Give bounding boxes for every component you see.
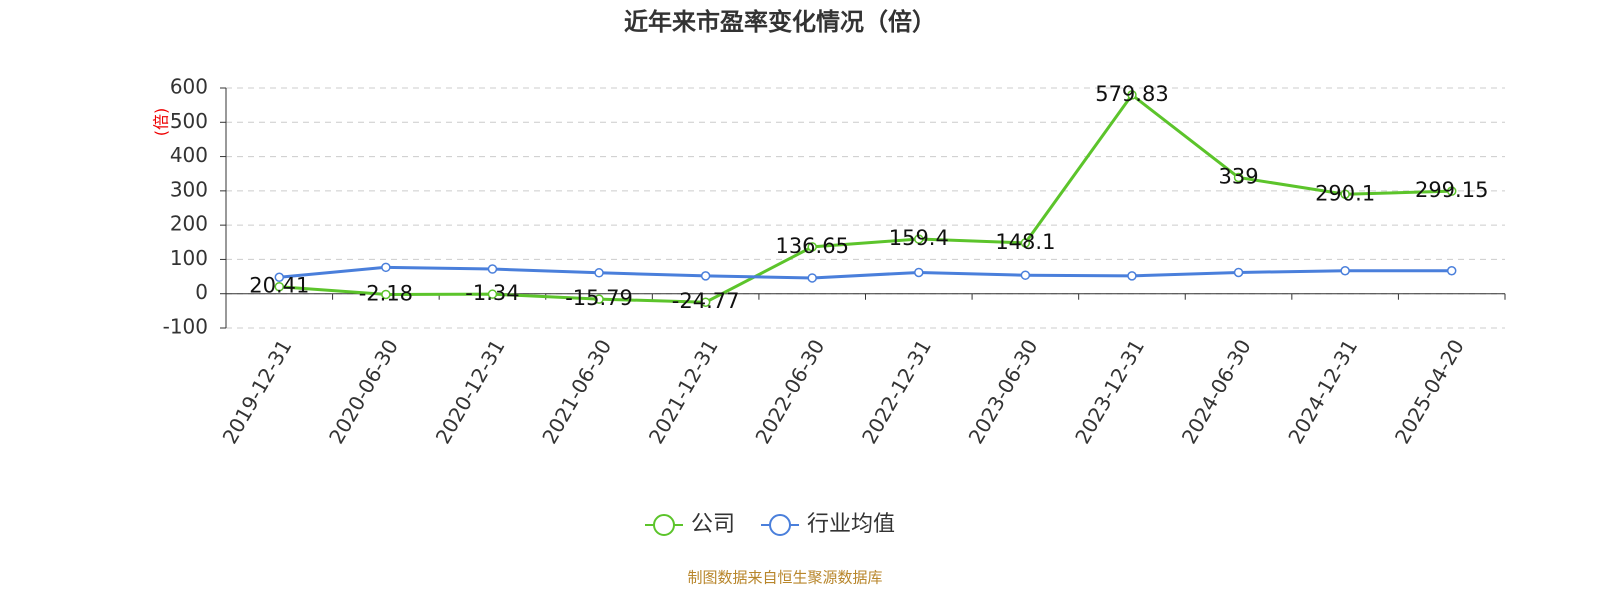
data-point <box>1233 172 1244 183</box>
data-label: 579.83 <box>1095 82 1168 106</box>
data-point <box>1233 267 1244 278</box>
data-label: 136.65 <box>775 234 848 258</box>
data-point <box>1446 186 1457 196</box>
y-tick-label: 200 <box>170 212 208 236</box>
data-label: -24.77 <box>672 289 740 313</box>
source-note: 制图数据来自恒生聚源数据库 <box>687 569 882 587</box>
x-tick-label: 2020-12-31 <box>431 335 510 448</box>
data-label: 299.15 <box>1415 178 1488 202</box>
data-point <box>807 242 817 252</box>
x-tick-label: 2021-06-30 <box>537 335 616 448</box>
data-point <box>700 297 711 307</box>
data-point <box>594 294 604 304</box>
data-point <box>274 272 285 283</box>
x-tick-label: 2021-12-31 <box>644 335 723 448</box>
series-line <box>279 92 1452 304</box>
x-tick-label: 2019-12-31 <box>217 335 296 448</box>
data-point <box>274 281 285 292</box>
data-label: 290.1 <box>1315 181 1375 205</box>
data-point <box>807 273 817 283</box>
data-point <box>700 271 711 281</box>
x-tick-label: 2024-12-31 <box>1283 335 1362 448</box>
legend-marker <box>653 514 675 536</box>
x-tick-label: 2022-06-30 <box>750 335 829 448</box>
legend-label: 公司 <box>691 512 735 537</box>
data-label: 148.1 <box>995 230 1055 254</box>
data-point <box>1127 90 1137 100</box>
x-tick-label: 2023-12-31 <box>1070 335 1149 448</box>
y-tick-label: -100 <box>163 315 208 339</box>
y-axis-label: (倍) <box>152 108 171 137</box>
y-tick-label: 300 <box>170 177 208 201</box>
data-point <box>914 267 924 278</box>
data-point <box>487 264 498 274</box>
data-label: -1.34 <box>465 281 519 305</box>
x-tick-label: 2020-06-30 <box>324 335 403 448</box>
data-label: 20.41 <box>249 274 309 298</box>
y-tick-label: 600 <box>170 75 208 99</box>
chart-title: 近年来市盈率变化情况（倍） <box>624 8 936 36</box>
data-label: -15.79 <box>565 286 633 310</box>
legend-marker <box>769 514 792 536</box>
data-point <box>381 289 391 300</box>
y-tick-label: 400 <box>170 143 208 167</box>
y-tick-label: 0 <box>195 280 208 304</box>
data-point <box>594 268 604 278</box>
x-tick-label: 2025-04-20 <box>1390 335 1469 448</box>
series-line <box>279 265 1452 280</box>
data-point <box>1020 270 1031 280</box>
data-point <box>1127 271 1137 281</box>
data-label: 159.4 <box>889 226 949 250</box>
x-tick-label: 2023-06-30 <box>964 335 1043 448</box>
x-tick-label: 2024-06-30 <box>1177 335 1256 448</box>
y-tick-label: 100 <box>170 246 208 270</box>
data-point <box>1340 189 1350 200</box>
x-tick-label: 2022-12-31 <box>857 335 936 448</box>
data-point <box>914 234 924 244</box>
data-label: 339 <box>1218 164 1258 188</box>
data-point <box>381 262 391 273</box>
data-point <box>487 289 498 299</box>
data-point <box>1446 265 1457 276</box>
data-point <box>1020 238 1031 248</box>
legend-label: 行业均值 <box>807 512 895 537</box>
data-point <box>1340 265 1350 276</box>
y-tick-label: 500 <box>170 109 208 133</box>
data-label: -2.18 <box>359 281 413 305</box>
